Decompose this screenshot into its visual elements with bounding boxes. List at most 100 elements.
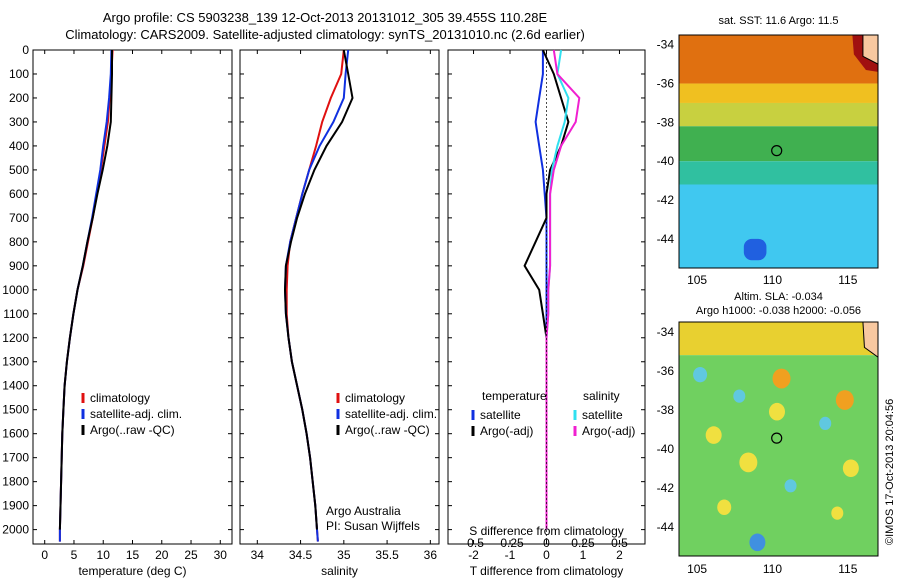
map-title-sla-2: Argo h1000: -0.038 h2000: -0.056 bbox=[696, 305, 861, 317]
x-tick-label: 36 bbox=[424, 548, 438, 562]
x-tick-label: 25 bbox=[184, 548, 198, 562]
map-band bbox=[679, 161, 878, 185]
map-x-tick-label: 115 bbox=[838, 273, 857, 287]
map-frame-sla bbox=[678, 321, 879, 557]
map-y-tick-label: -44 bbox=[657, 232, 675, 246]
y-tick-label: 1800 bbox=[2, 475, 29, 489]
x-tick-label: -2 bbox=[468, 548, 479, 562]
x-tick-label: 34.5 bbox=[289, 548, 313, 562]
map-y-tick-label: -36 bbox=[657, 364, 675, 378]
map-frame-sst bbox=[678, 34, 879, 269]
map-band bbox=[679, 322, 878, 356]
map-x-tick-label: 105 bbox=[687, 562, 707, 576]
series-line bbox=[58, 50, 113, 530]
y-tick-label: 1600 bbox=[2, 427, 29, 441]
legend-label: satellite-adj. clim. bbox=[345, 407, 437, 421]
legend-title-salinity: salinity bbox=[583, 389, 620, 403]
x-tick-label: 30 bbox=[214, 548, 228, 562]
y-tick-label: 0 bbox=[22, 43, 29, 57]
map-y-tick-label: -36 bbox=[657, 77, 675, 91]
y-tick-label: 1500 bbox=[2, 403, 29, 417]
map-x-tick-label: 115 bbox=[838, 562, 857, 576]
legend-label: Argo(-adj) bbox=[480, 424, 533, 438]
sla-eddy bbox=[749, 533, 766, 552]
y-tick-label: 1000 bbox=[2, 283, 29, 297]
map-title-sst: sat. SST: 11.6 Argo: 11.5 bbox=[718, 15, 838, 27]
sla-eddy bbox=[768, 402, 785, 421]
series-line bbox=[283, 49, 354, 530]
title-line-2: Climatology: CARS2009. Satellite-adjuste… bbox=[65, 27, 585, 42]
x-axis-label: salinity bbox=[321, 564, 358, 578]
map-y-tick-label: -44 bbox=[657, 520, 675, 534]
argo-position-marker bbox=[771, 432, 783, 444]
sla-eddy bbox=[772, 368, 791, 389]
y-tick-label: 1700 bbox=[2, 451, 29, 465]
map-y-tick-label: -34 bbox=[657, 325, 675, 339]
map-y-tick-label: -40 bbox=[657, 442, 675, 456]
sla-eddy bbox=[733, 389, 746, 403]
legend-label: satellite bbox=[582, 408, 623, 422]
x-tick-label: 15 bbox=[126, 548, 140, 562]
map-band bbox=[679, 83, 878, 103]
map-band bbox=[679, 355, 878, 556]
x-axis-label: T difference from climatology bbox=[470, 564, 624, 578]
legend-label: climatology bbox=[345, 391, 405, 405]
top-tick-label: -0.25 bbox=[496, 536, 524, 550]
y-tick-label: 600 bbox=[9, 187, 29, 201]
y-tick-label: 1200 bbox=[2, 331, 29, 345]
map-band bbox=[679, 35, 878, 84]
argo-position-marker bbox=[771, 145, 783, 157]
map-y-tick-label: -38 bbox=[657, 403, 675, 417]
y-tick-label: 1300 bbox=[2, 355, 29, 369]
plot-frame-2 bbox=[239, 49, 440, 545]
legend-title-temperature: temperature bbox=[482, 389, 547, 403]
legend-label: Argo(-adj) bbox=[582, 424, 635, 438]
sla-eddy bbox=[717, 499, 732, 515]
y-tick-label: 1400 bbox=[2, 379, 29, 393]
legend-label: climatology bbox=[90, 391, 150, 405]
map-x-tick-label: 110 bbox=[763, 273, 782, 287]
top-tick-label: 0.25 bbox=[571, 536, 595, 550]
annotation-text: Argo Australia bbox=[326, 504, 401, 518]
x-tick-label: 34 bbox=[251, 548, 265, 562]
y-tick-label: 2000 bbox=[2, 523, 29, 537]
sla-eddy bbox=[819, 416, 832, 430]
y-tick-label: 400 bbox=[9, 139, 29, 153]
sla-eddy bbox=[784, 479, 797, 493]
sla-eddy bbox=[842, 459, 859, 478]
y-tick-label: 900 bbox=[9, 259, 29, 273]
sla-eddy bbox=[835, 390, 854, 410]
sla-eddy bbox=[705, 426, 722, 444]
sla-eddy bbox=[831, 506, 844, 520]
x-tick-label: 20 bbox=[155, 548, 169, 562]
map-y-tick-label: -42 bbox=[657, 193, 675, 207]
x-tick-label: 35 bbox=[337, 548, 351, 562]
top-tick-label: 0.5 bbox=[611, 536, 628, 550]
map-y-tick-label: -34 bbox=[657, 38, 675, 52]
x-tick-label: 1 bbox=[580, 548, 587, 562]
x-tick-label: 35.5 bbox=[375, 548, 399, 562]
annotation-text: PI: Susan Wijffels bbox=[326, 519, 420, 533]
y-tick-label: 200 bbox=[9, 91, 29, 105]
x-tick-label: 10 bbox=[97, 548, 111, 562]
top-axis-label: S difference from climatology bbox=[469, 524, 624, 538]
map-x-tick-label: 105 bbox=[687, 273, 707, 287]
legend-label: Argo(..raw -QC) bbox=[90, 423, 175, 437]
cold-eddy bbox=[743, 238, 767, 261]
y-tick-label: 700 bbox=[9, 211, 29, 225]
legend-label: satellite-adj. clim. bbox=[90, 407, 182, 421]
map-y-tick-label: -42 bbox=[657, 481, 675, 495]
legend-label: satellite bbox=[480, 408, 521, 422]
sla-eddy bbox=[739, 452, 758, 473]
y-tick-label: 100 bbox=[9, 67, 29, 81]
map-y-tick-label: -40 bbox=[657, 154, 675, 168]
y-tick-label: 300 bbox=[9, 115, 29, 129]
y-tick-label: 800 bbox=[9, 235, 29, 249]
x-tick-label: 5 bbox=[71, 548, 78, 562]
map-band bbox=[679, 126, 878, 162]
map-band bbox=[679, 102, 878, 127]
top-tick-label: 0 bbox=[543, 536, 550, 550]
title-line-1: Argo profile: CS 5903238_139 12-Oct-2013… bbox=[102, 10, 548, 25]
x-axis-label: temperature (deg C) bbox=[78, 564, 186, 578]
